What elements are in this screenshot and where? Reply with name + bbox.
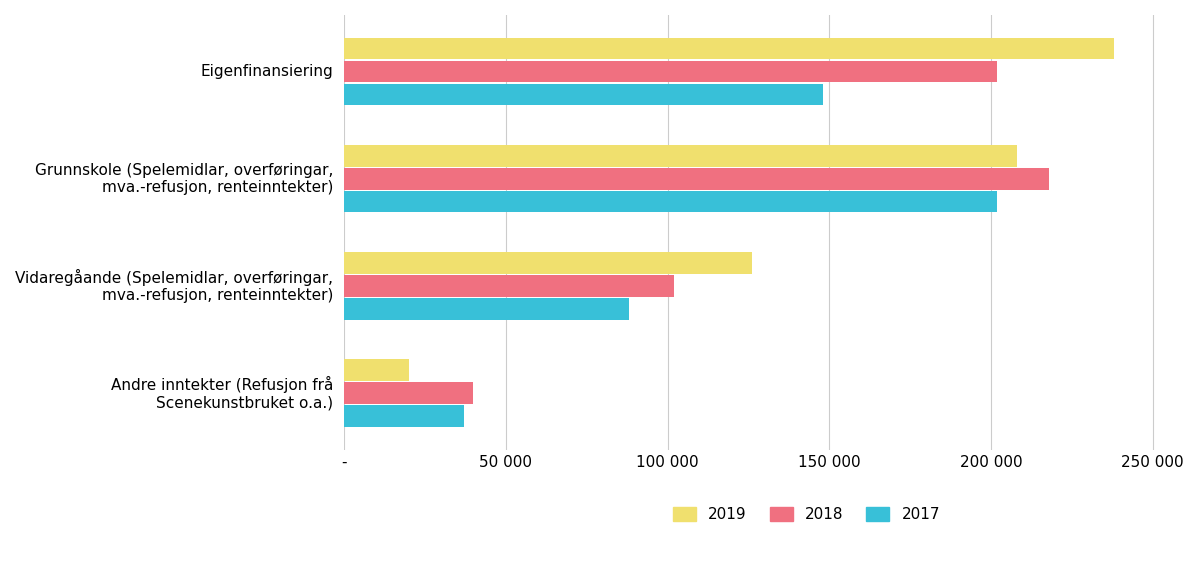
Bar (344, 405, 463, 427)
Bar (344, 252, 751, 274)
Bar (344, 145, 1016, 167)
Bar (344, 61, 997, 82)
Bar (344, 275, 674, 296)
Bar (344, 84, 823, 105)
Bar (344, 360, 409, 381)
Bar (344, 382, 474, 404)
Bar (344, 191, 997, 212)
Bar (344, 38, 1114, 60)
Bar (344, 168, 1049, 189)
Legend: 2019, 2018, 2017: 2019, 2018, 2017 (667, 501, 946, 528)
Bar (344, 298, 629, 320)
